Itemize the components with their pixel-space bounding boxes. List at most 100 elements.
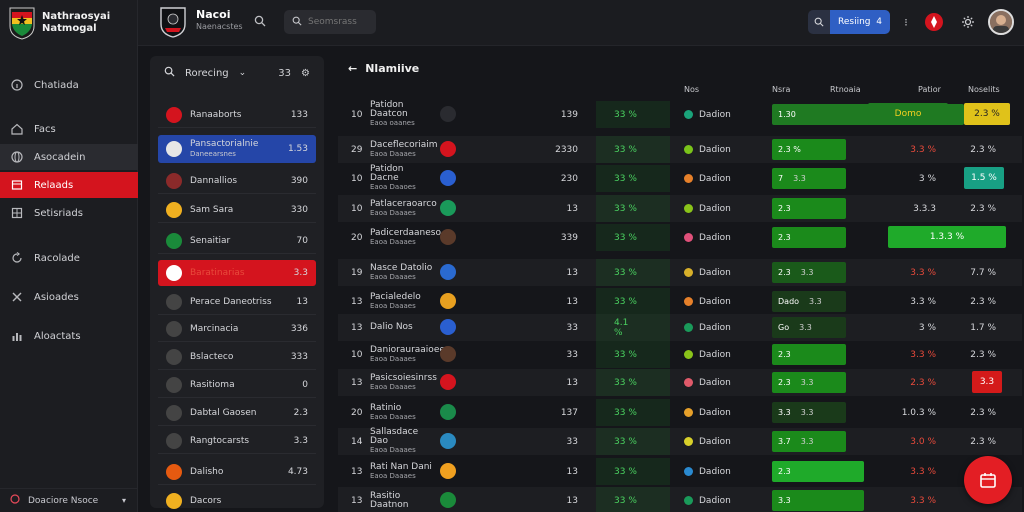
nav-item-aloactats[interactable]: Aloactats	[0, 323, 138, 349]
table-row[interactable]: 19 Nasce Datolio Eaoa Daaaes 13 33 % Dadion 2.…	[338, 259, 1022, 286]
table-row[interactable]: 13 Pacialedelo Eaoa Daaaes 13 33 % Dadion Dado…	[338, 288, 1022, 315]
table-row[interactable]: 13 Rati Nan Dani Eaoa Daaaes 13 33 % Dadion 2.…	[338, 458, 1022, 485]
team-panel: Rorecing ⌄ 33 ⚙ Ranaaborts 133 Pansactoria…	[150, 56, 324, 509]
row-pill-secondary[interactable]: 2.3 %	[964, 103, 1010, 125]
table-row[interactable]: 20 Padicerdaaneso Eaoa Daaaes 339 33 % Dadion…	[338, 224, 1022, 251]
top-bar: Nacoi Naenacstes Resiing 4 ⁝	[138, 0, 1024, 46]
row-bar[interactable]: 7 3.3	[772, 168, 846, 189]
team-list-item[interactable]: Senaitiar 70	[158, 228, 316, 254]
row-bar[interactable]: 3.7 3.3	[772, 431, 846, 452]
row-bar[interactable]: 2.3 3.3	[772, 262, 846, 283]
team-name: Dalisho	[190, 466, 224, 477]
bookmark-icon	[10, 178, 24, 192]
team-list-item[interactable]: Dalisho 4.73	[158, 459, 316, 485]
row-team-sub: Eaoa Daaaes	[370, 208, 416, 217]
row-pct: 33 %	[614, 296, 637, 307]
row-rank: 29	[351, 144, 363, 155]
row-team-sub: Eaoa Daaoes	[370, 183, 416, 191]
more-icon[interactable]: ⁝	[904, 15, 908, 29]
row-bar[interactable]: 2.3	[772, 461, 864, 482]
team-crest-icon	[166, 376, 182, 393]
settings-icon[interactable]	[958, 12, 978, 32]
row-pct: 33 %	[614, 232, 637, 243]
team-list-item[interactable]: Rangtocarsts 3.3	[158, 428, 316, 454]
team-value: 330	[290, 204, 308, 215]
table-row[interactable]: 13 Dalio Nos 33 4.1 % Dadion Go 3.3 3 % 1.7 %	[338, 314, 1022, 341]
nav-item-asocadein[interactable]: Asocadein	[0, 144, 138, 170]
nav-item-racolade[interactable]: Racolade	[0, 245, 138, 271]
row-bar[interactable]: Dado 3.3	[772, 291, 846, 312]
status-dot-icon	[684, 496, 693, 505]
row-pct: 33 %	[614, 173, 637, 184]
row-pill[interactable]: 1.3.3 %	[888, 226, 1006, 248]
bar-value-a: 2.3	[778, 233, 791, 242]
bar-value-a: Go	[778, 323, 790, 332]
nav-item-facs[interactable]: Facs	[0, 116, 138, 142]
left-nav: Nathraosyai Natmogal Chatiada Facs Asoca…	[0, 0, 138, 512]
team-badge-icon[interactable]	[158, 6, 188, 38]
pct-highlight	[596, 165, 670, 192]
nav-label: Asioades	[34, 291, 79, 303]
ranking-button[interactable]: Resiing 4	[808, 10, 890, 34]
team-list-item[interactable]: Baratinarias 3.3	[158, 260, 316, 286]
team-list-item[interactable]: Bslacteco 333	[158, 344, 316, 370]
nav-item-chatiada[interactable]: Chatiada	[0, 72, 138, 98]
row-bar[interactable]: Go 3.3	[772, 317, 846, 338]
row-rank: 13	[351, 296, 363, 307]
settings-icon[interactable]: ⚙	[301, 67, 310, 79]
row-rtnoaia: 3.3.3	[913, 203, 936, 214]
row-rtnoaia: 3.3 %	[910, 349, 936, 360]
nav-item-setisriads[interactable]: Setisriads	[0, 200, 138, 226]
main-header[interactable]: ← Nlamiive	[348, 62, 419, 75]
table-row[interactable]: 20 Ratinio Eaoa Daaaes 137 33 % Dadion 3.3 3.3 1…	[338, 399, 1022, 426]
row-team-sub: Eaoa Daaaes	[370, 446, 416, 454]
row-team: Rasitio Daatnon	[370, 490, 409, 510]
team-list-item[interactable]: Perace Daneotriss 13	[158, 289, 316, 315]
row-team-sub: Eaoa Daaaes	[370, 412, 416, 421]
search-box[interactable]	[284, 10, 376, 34]
row-bar[interactable]: 2.3	[772, 227, 846, 248]
team-crest-icon	[440, 141, 456, 157]
row-pill-secondary[interactable]: 1.5 %	[964, 167, 1004, 189]
avatar[interactable]	[988, 9, 1014, 35]
table-row[interactable]: 14 Sallasdace Dao Eaoa Daaaes 33 33 % Dadion 3…	[338, 428, 1022, 455]
table-row[interactable]: 10 Patidon Dacne Eaoa Daaoes 230 33 % Dadion 7…	[338, 165, 1022, 192]
team-list-item[interactable]: Dabtal Gaosen 2.3	[158, 400, 316, 426]
table-row[interactable]: 13 Rasitio Daatnon 13 33 % Dadion 3.3 3.3 %	[338, 487, 1022, 512]
nav-item-relaads[interactable]: Relaads	[0, 172, 138, 198]
pct-highlight	[596, 136, 670, 163]
status-dot-icon	[684, 467, 693, 476]
team-list-item[interactable]: Dacors	[158, 488, 316, 512]
row-bar[interactable]: 3.3 3.3	[772, 402, 846, 423]
row-bar[interactable]: 3.3	[772, 490, 864, 511]
row-pill[interactable]: Domo	[868, 103, 948, 125]
search-input[interactable]	[308, 17, 368, 27]
table-row[interactable]: 10 Patidon Daatcon Eaoa oaanes 139 33 % Dadio…	[338, 101, 1022, 128]
nav-footer[interactable]: Doaciore Nsoce ▾	[0, 488, 138, 512]
team-list-item[interactable]: Sam Sara 330	[158, 197, 316, 223]
team-list-item[interactable]: Rasitioma 0	[158, 372, 316, 398]
row-bar[interactable]: 2.3 %	[772, 139, 846, 160]
main-table: ← Nlamiive Nos Nsra Rtnoaia Patior Nosel…	[338, 56, 1022, 512]
brand[interactable]: Nathraosyai Natmogal	[8, 6, 110, 40]
row-bar[interactable]: 2.3 3.3	[772, 372, 846, 393]
bar-value-a: 3.3	[778, 496, 791, 505]
search-icon[interactable]	[254, 15, 268, 29]
team-list-item[interactable]: Pansactorialnie Daneearsnes 1.53	[158, 135, 316, 163]
back-arrow-icon[interactable]: ←	[348, 62, 358, 75]
row-team: Pasicsoiesinrss Eaoa Daaaes	[370, 372, 437, 391]
row-bar[interactable]: 2.3	[772, 198, 846, 219]
fab-action-button[interactable]	[964, 456, 1012, 504]
row-bar[interactable]: 2.3	[772, 344, 846, 365]
table-row[interactable]: 10 Daniorauraaioee Eaoa Daaaes 33 33 % Dadion…	[338, 341, 1022, 368]
club-crest-icon[interactable]	[924, 12, 944, 32]
table-row[interactable]: 10 Patlaceraoarco Eaoa Daaaes 13 33 % Dadion 2…	[338, 195, 1022, 222]
panel-header[interactable]: Rorecing ⌄ 33 ⚙	[150, 56, 324, 90]
team-list-item[interactable]: Marcinacia 336	[158, 316, 316, 342]
team-list-item[interactable]: Dannallios 390	[158, 168, 316, 194]
row-pill-secondary[interactable]: 3.3	[972, 371, 1002, 393]
team-list-item[interactable]: Ranaaborts 133	[158, 102, 316, 128]
nav-item-asioades[interactable]: Asioades	[0, 284, 138, 310]
table-row[interactable]: 29 Daceflecoriaim Eaoa Daaaes 2330 33 % Dadio…	[338, 136, 1022, 163]
table-row[interactable]: 13 Pasicsoiesinrss Eaoa Daaaes 13 33 % Dadion…	[338, 369, 1022, 396]
